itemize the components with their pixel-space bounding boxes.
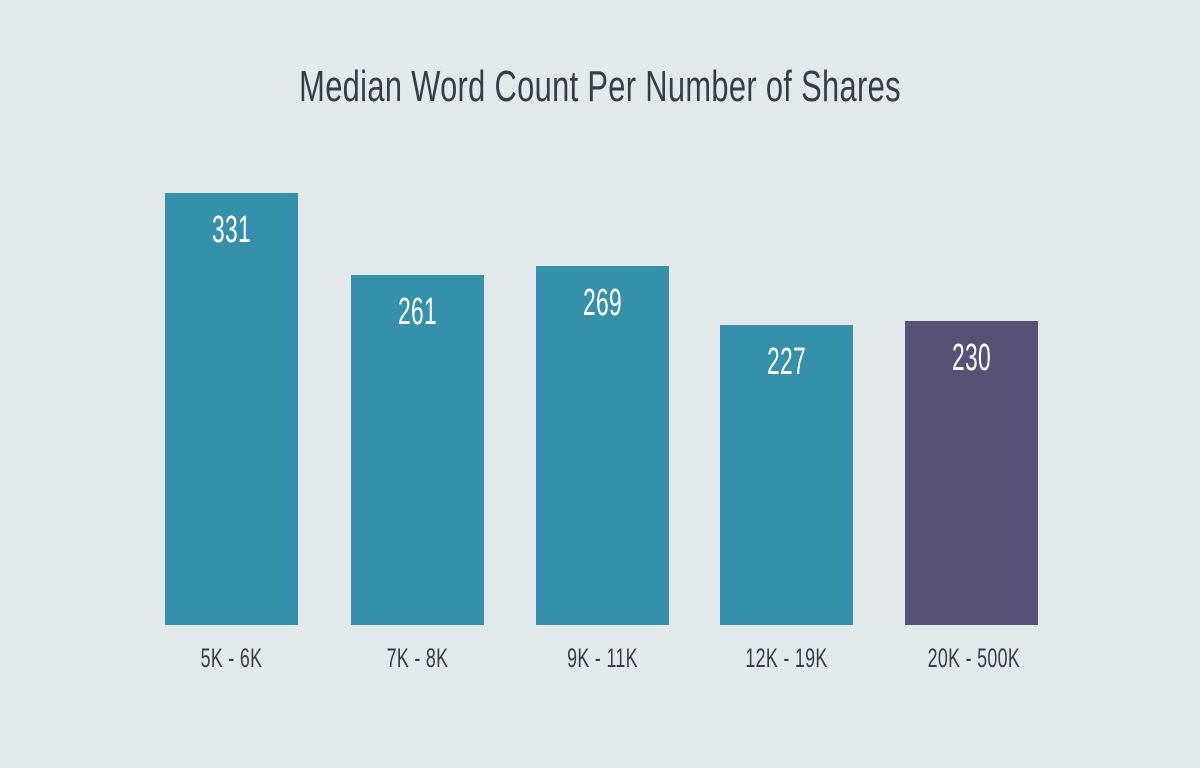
bar-rect[interactable]	[351, 275, 484, 625]
bar-rect[interactable]	[720, 325, 853, 625]
bar-value-label: 269	[583, 282, 622, 324]
bar-rect[interactable]	[536, 266, 669, 625]
x-axis-category-label: 12K - 19K	[745, 643, 828, 673]
bar-group[interactable]: 261 7K - 8K	[351, 275, 484, 672]
bar-group[interactable]: 227 12K - 19K	[720, 325, 853, 672]
bar-group[interactable]: 269 9K - 11K	[536, 266, 669, 672]
x-axis-category-label: 9K - 11K	[567, 643, 638, 673]
bar-rect[interactable]	[905, 321, 1038, 625]
bar-value-label: 331	[212, 209, 251, 251]
bar-value-label: 261	[398, 291, 437, 333]
bar-rect[interactable]	[165, 193, 298, 625]
x-axis-category-label: 5K - 6K	[200, 643, 263, 673]
bar-value-label: 230	[952, 337, 991, 379]
bar-group[interactable]: 331 5K - 6K	[165, 193, 298, 672]
x-axis-category-label: 20K - 500K	[927, 643, 1021, 673]
bar-value-label: 227	[767, 341, 806, 383]
bar-group[interactable]: 230 20K - 500K	[905, 321, 1038, 672]
x-axis-category-label: 7K - 8K	[386, 643, 449, 673]
chart-title: Median Word Count Per Number of Shares	[299, 62, 901, 111]
